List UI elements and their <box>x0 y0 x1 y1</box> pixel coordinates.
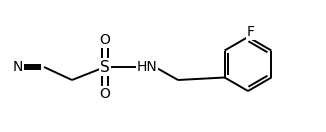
Text: HN: HN <box>137 60 157 74</box>
Text: O: O <box>99 33 111 47</box>
Text: O: O <box>99 87 111 101</box>
Text: F: F <box>247 25 255 39</box>
Text: S: S <box>100 60 110 74</box>
Text: N: N <box>13 60 23 74</box>
